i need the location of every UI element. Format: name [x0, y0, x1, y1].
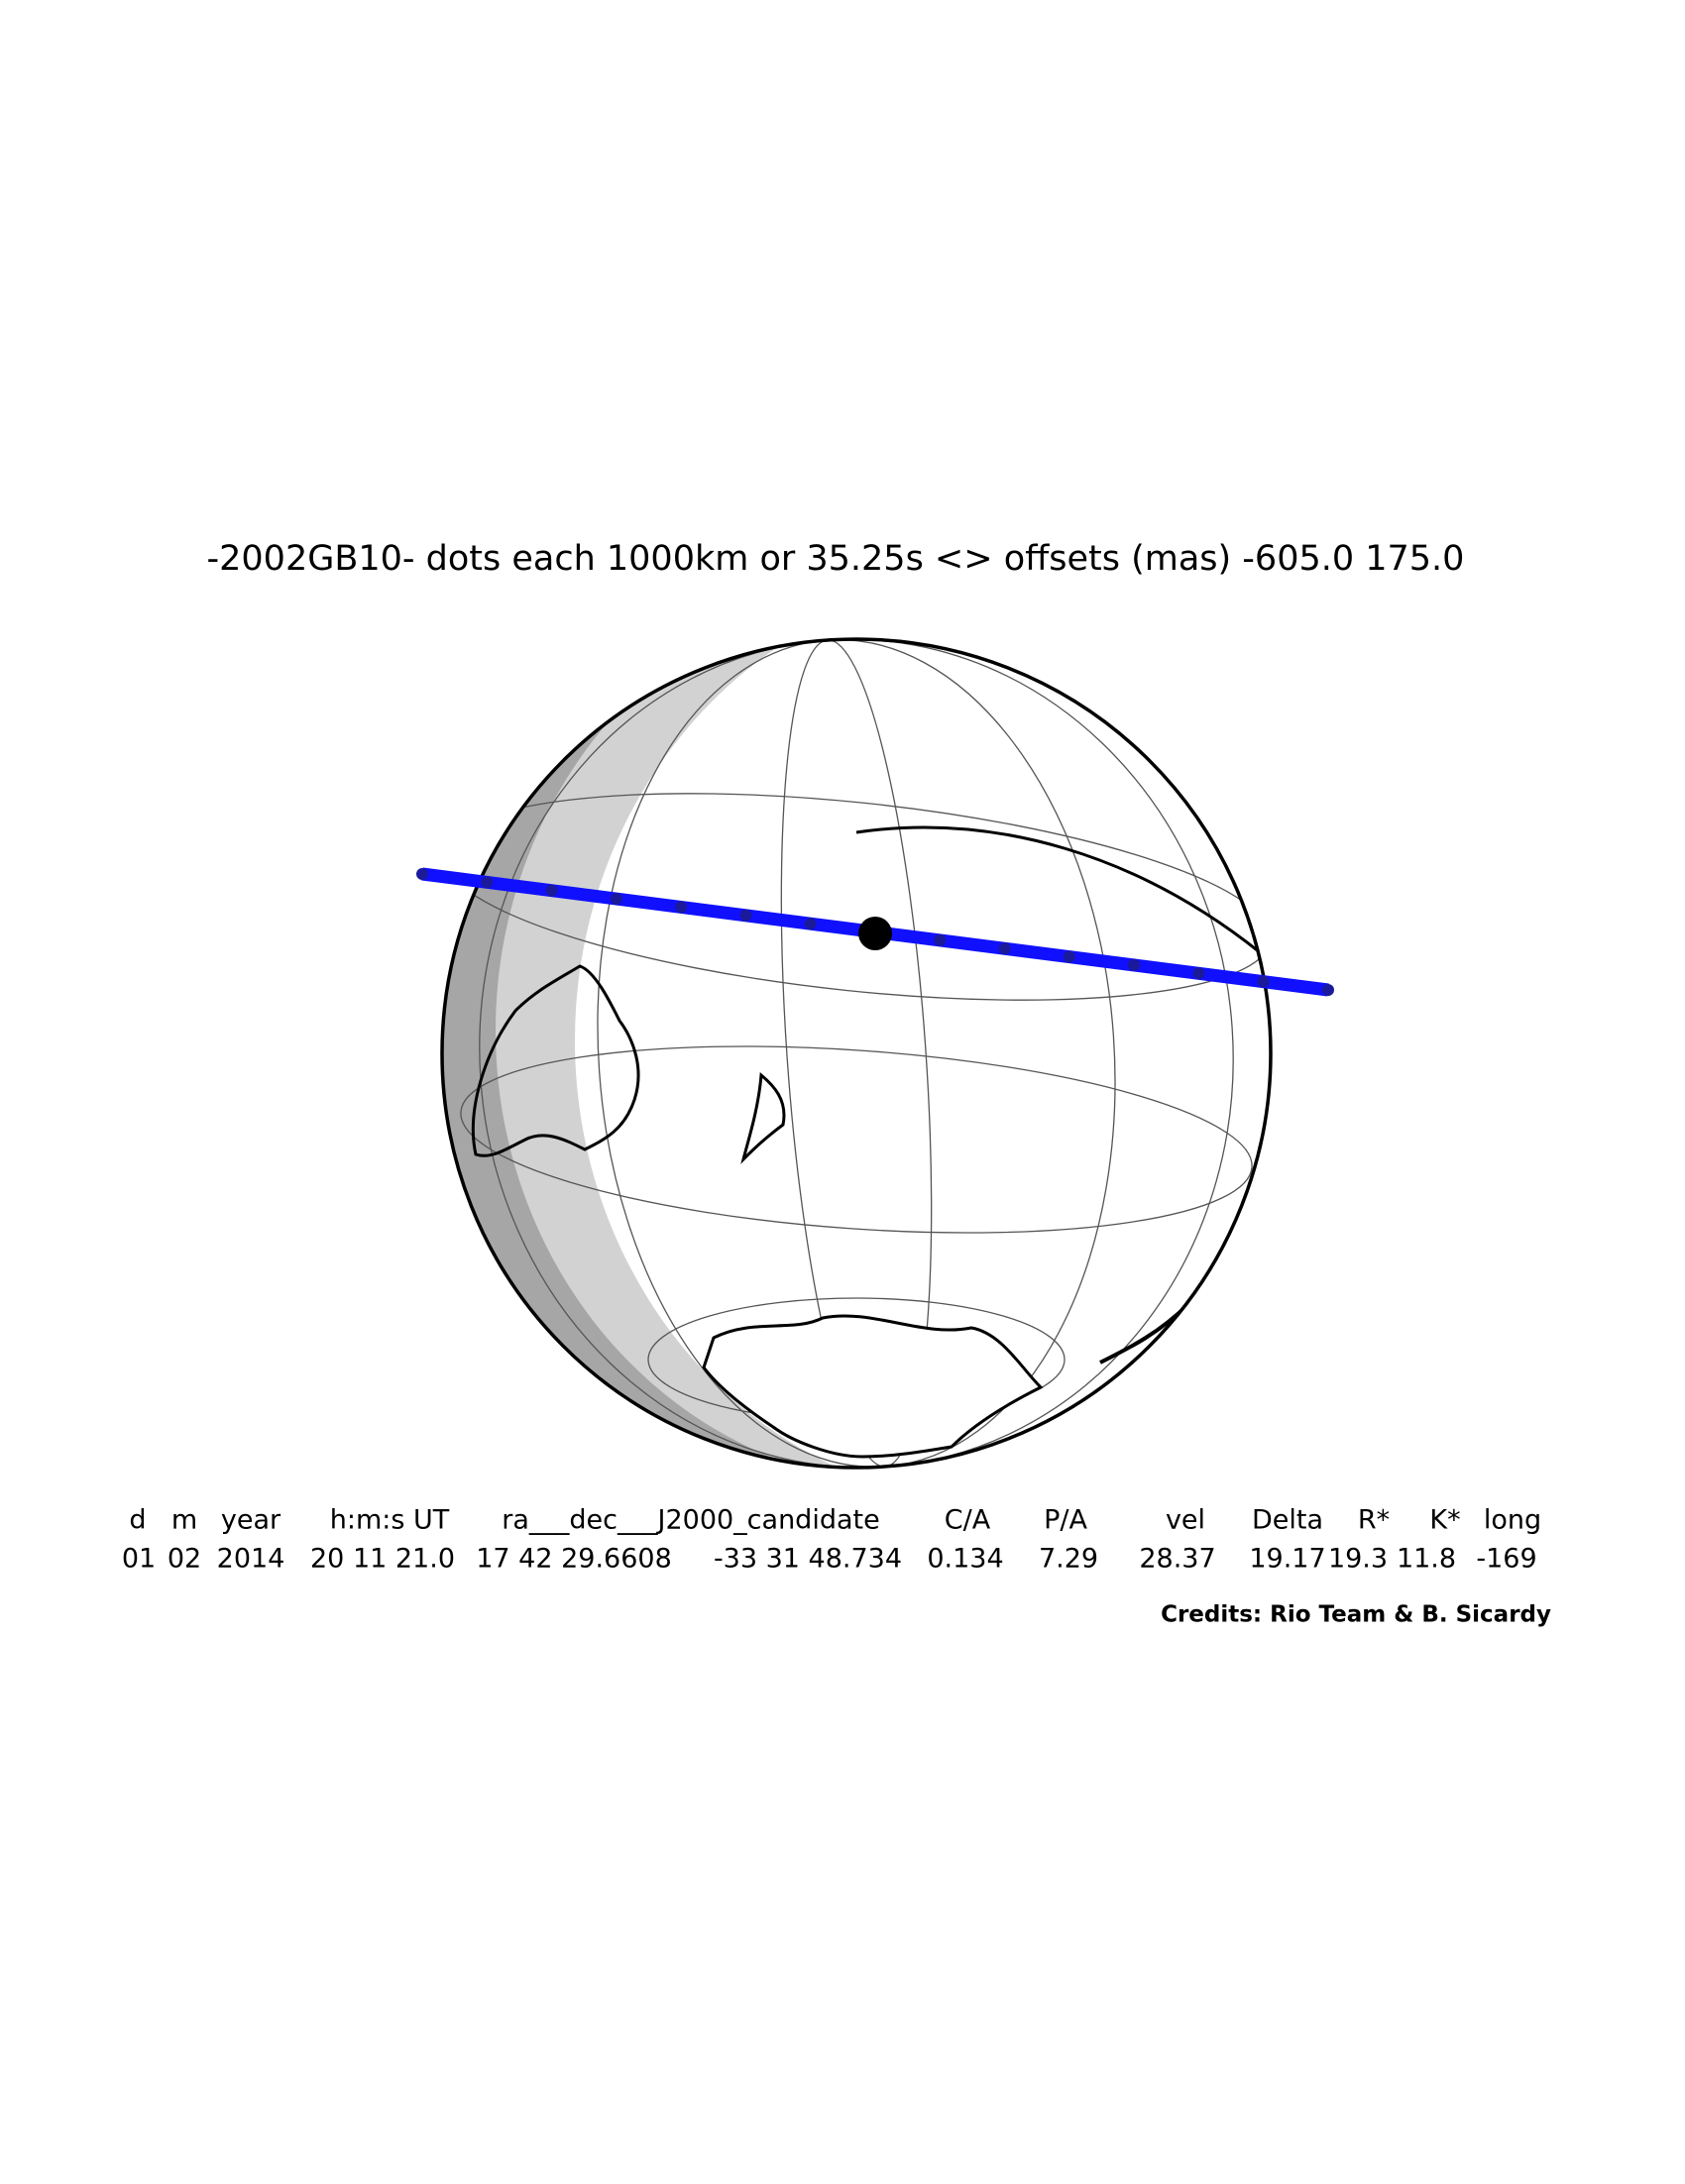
- table: d m year h:m:s UT ra___dec___J2000_candidate…: [122, 1505, 1541, 1575]
- table-header: vel: [1166, 1505, 1205, 1536]
- shadow-path: [416, 867, 1334, 997]
- table-value: 17 42 29.6608: [476, 1544, 672, 1575]
- path-dot: [610, 893, 622, 906]
- table-header: year: [221, 1505, 281, 1536]
- path-dot: [998, 942, 1011, 955]
- path-dot: [1322, 984, 1334, 996]
- table-value: 20 11 21.0: [310, 1544, 455, 1575]
- table-value: 19.3: [1328, 1544, 1388, 1575]
- path-dot: [804, 918, 817, 930]
- table-value: 02: [168, 1544, 201, 1575]
- path-dot: [1257, 975, 1270, 988]
- table-header: ra___dec___J2000_candidate: [502, 1505, 879, 1536]
- table-value: 19.17: [1249, 1544, 1325, 1575]
- table-header: C/A: [945, 1505, 991, 1536]
- table-value: 11.8: [1397, 1544, 1456, 1575]
- credits: Credits: Rio Team & B. Sicardy: [1161, 1602, 1551, 1628]
- table-value: 2014: [217, 1544, 285, 1575]
- path-dot: [545, 884, 558, 897]
- table-value: 0.134: [927, 1544, 1003, 1575]
- table-header: long: [1484, 1505, 1541, 1536]
- table-header: P/A: [1044, 1505, 1087, 1536]
- table-value: -33 31 48.734: [714, 1544, 902, 1575]
- path-dot: [675, 901, 688, 914]
- table-value: 28.37: [1139, 1544, 1215, 1575]
- path-dot: [1063, 950, 1075, 963]
- path-dot: [481, 876, 494, 889]
- table-header: K*: [1429, 1505, 1460, 1536]
- map-title: -2002GB10- dots each 1000km or 35.25s <>…: [207, 539, 1465, 579]
- path-dot: [739, 909, 752, 922]
- table-header: h:m:s UT: [330, 1505, 450, 1536]
- path-dot: [934, 933, 947, 946]
- table-header: Delta: [1252, 1505, 1323, 1536]
- table-header: m: [171, 1505, 197, 1536]
- path-dot: [1128, 958, 1141, 971]
- table-value: -169: [1476, 1544, 1536, 1575]
- globe: [440, 637, 1273, 1470]
- table-header: R*: [1358, 1505, 1390, 1536]
- table-header: d: [129, 1505, 146, 1536]
- path-dot: [1192, 967, 1205, 980]
- path-dot: [416, 868, 428, 880]
- table-value: 01: [122, 1544, 156, 1575]
- table-value: 7.29: [1039, 1544, 1098, 1575]
